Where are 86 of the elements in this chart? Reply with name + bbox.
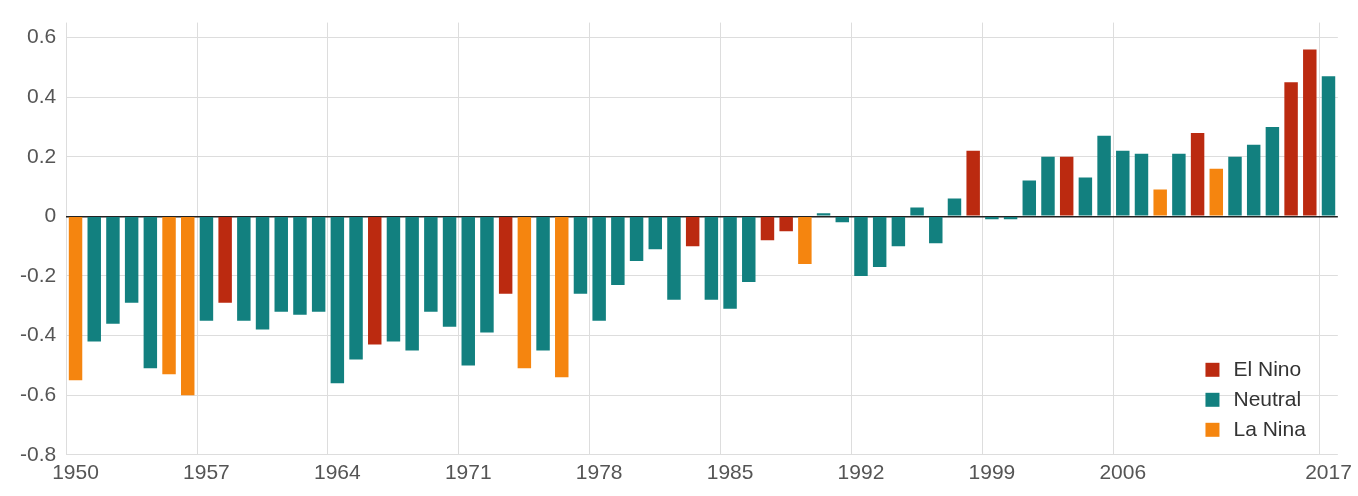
bar — [555, 217, 569, 378]
bar — [106, 217, 120, 324]
bar — [1265, 126, 1280, 216]
x-tick-label: 2017 — [1305, 460, 1352, 484]
y-tick-label: 0 — [44, 203, 57, 227]
x-tick-label: 1999 — [968, 460, 1016, 484]
bar — [181, 217, 195, 396]
x-tick-label: 1957 — [183, 460, 230, 484]
y-tick-label: 0.2 — [26, 143, 57, 167]
bar — [1209, 168, 1224, 216]
bar — [124, 217, 139, 303]
legend-label: El Nino — [1233, 356, 1302, 380]
bar — [929, 217, 943, 244]
bar — [835, 217, 849, 223]
bar — [1153, 189, 1167, 216]
bar — [629, 217, 644, 262]
bar — [742, 217, 756, 282]
x-tick-label: 1992 — [837, 460, 885, 484]
bar — [779, 217, 793, 232]
bar — [218, 217, 232, 303]
bar — [1097, 135, 1111, 216]
bar — [536, 217, 550, 351]
bar — [798, 217, 812, 265]
y-tick-label: -0.2 — [20, 262, 57, 286]
bar — [330, 217, 345, 384]
x-tick-label: 1964 — [313, 460, 362, 484]
bar — [1134, 153, 1149, 216]
bar — [872, 217, 887, 268]
bar — [386, 217, 401, 342]
bar — [1059, 156, 1074, 216]
bar — [143, 217, 158, 369]
bar — [498, 217, 513, 294]
bar — [461, 217, 475, 366]
bar — [704, 217, 719, 300]
bar — [1172, 153, 1186, 216]
bar — [237, 217, 251, 321]
bar — [910, 207, 924, 216]
bar — [611, 217, 625, 285]
bar — [349, 217, 363, 360]
x-tick-label: 1971 — [444, 460, 492, 484]
x-tick-label: 2006 — [1099, 460, 1147, 484]
bar — [255, 217, 270, 330]
bar — [667, 217, 681, 300]
y-tick-label: -0.6 — [20, 381, 57, 405]
x-tick-label: 1985 — [706, 460, 754, 484]
bar — [760, 217, 775, 241]
bar — [947, 198, 962, 216]
bar — [648, 217, 662, 250]
bar — [891, 217, 906, 247]
bar — [1303, 49, 1317, 216]
bar — [87, 217, 101, 342]
bar — [592, 217, 606, 321]
bar — [274, 217, 288, 312]
bar — [162, 217, 176, 375]
bar — [311, 217, 326, 312]
bar — [1041, 156, 1055, 216]
bar — [1228, 156, 1242, 216]
y-tick-label: 0.6 — [26, 24, 57, 48]
y-tick-label: 0.4 — [26, 83, 57, 107]
bar — [199, 217, 214, 321]
bar — [1190, 132, 1205, 216]
bar — [985, 217, 999, 220]
x-tick-label: 1978 — [575, 460, 623, 484]
y-tick-label: -0.4 — [20, 322, 57, 346]
bar — [573, 217, 588, 294]
bar — [293, 217, 307, 315]
bar — [685, 217, 700, 247]
bar — [405, 217, 419, 351]
bar — [854, 217, 868, 276]
bar — [1022, 180, 1037, 216]
bar — [1246, 144, 1261, 216]
legend-label: La Nina — [1233, 416, 1307, 440]
bar — [1078, 177, 1093, 216]
bar — [517, 217, 532, 369]
bar — [816, 213, 831, 216]
legend-label: Neutral — [1233, 386, 1302, 410]
bar — [1321, 76, 1336, 216]
bar — [368, 217, 382, 345]
bar — [966, 150, 980, 216]
bar — [723, 217, 737, 309]
bar — [1116, 150, 1130, 216]
bar — [480, 217, 494, 333]
bar — [68, 217, 83, 381]
bar — [1284, 82, 1298, 216]
bar — [442, 217, 457, 327]
bar — [424, 217, 438, 312]
